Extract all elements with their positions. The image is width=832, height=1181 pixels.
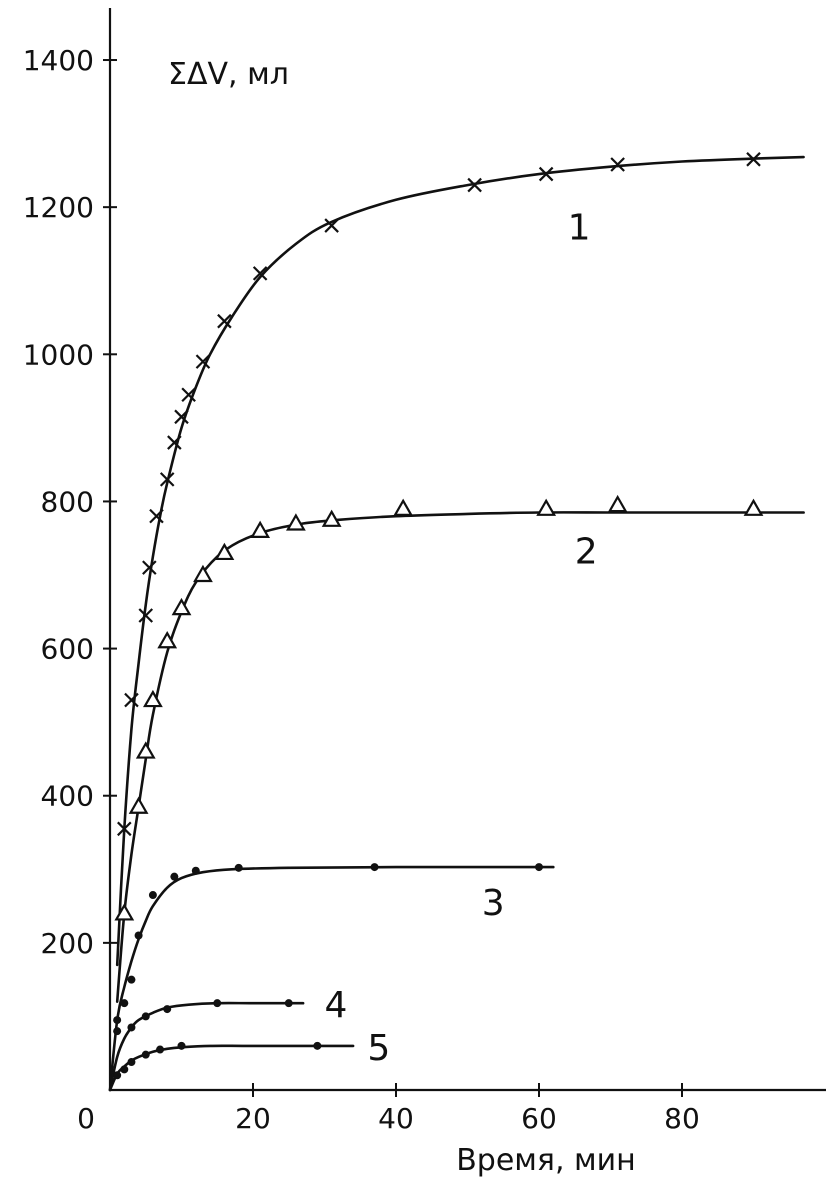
series-1-point (217, 313, 232, 329)
series-3-point (234, 863, 243, 872)
series-layer: 1 2 3 45 (108, 152, 805, 1092)
x-tick-label: 0 (77, 1102, 95, 1135)
series-2-point (157, 631, 178, 649)
y-tick-label: 1200 (23, 191, 94, 224)
y-tick-label: 400 (41, 780, 94, 813)
series-5-point (141, 1050, 150, 1059)
series-5-label: 5 (367, 1028, 390, 1069)
series-3-point (191, 866, 200, 875)
series-5: 5 (108, 1028, 390, 1092)
y-axis-title: ΣΔV, мл (168, 57, 289, 92)
series-3-line (108, 865, 555, 1092)
series-2-point (393, 498, 414, 516)
series-2-point (135, 741, 156, 759)
series-2-point (214, 542, 235, 561)
series-2-point (171, 597, 192, 616)
series-1-point (167, 435, 182, 450)
series-3-point (535, 863, 543, 872)
series-4-point (141, 1012, 150, 1021)
series-5-point (177, 1041, 186, 1050)
series-4-point (113, 1027, 122, 1036)
y-tick-label: 200 (41, 927, 94, 960)
series-5-point (156, 1045, 165, 1054)
series-4-point (127, 1023, 136, 1032)
series-1-point (538, 166, 554, 182)
series-2-label: 2 (575, 532, 598, 573)
series-1: 1 (115, 152, 805, 967)
series-1-point (324, 218, 339, 233)
series-1-point (252, 266, 268, 281)
series-5-point (113, 1071, 122, 1080)
series-3-point (148, 891, 157, 900)
series-1-point (138, 608, 154, 623)
series-3-point (370, 863, 379, 872)
series-2-point (193, 564, 213, 583)
series-1-point (117, 821, 132, 837)
x-tick-label: 40 (378, 1102, 414, 1135)
series-1-line (115, 155, 805, 967)
y-tick-label: 800 (41, 485, 94, 518)
series-2-point (536, 498, 557, 516)
x-tick-label: 60 (521, 1102, 557, 1135)
series-5-point (127, 1058, 136, 1067)
series-1-point (467, 177, 482, 193)
x-tick-label: 80 (664, 1102, 700, 1135)
series-1-point (181, 387, 196, 403)
series-4-line (108, 1001, 305, 1092)
series-2-line (115, 511, 805, 1003)
series-4-point (213, 999, 222, 1008)
axes: 200 400 600 800 1000 1200 1400 0 20 40 60 80 (23, 8, 826, 1135)
series-1-point (149, 508, 164, 524)
x-tick-label: 20 (235, 1102, 271, 1135)
series-1-point (195, 354, 211, 369)
series-5-point (120, 1065, 129, 1074)
series-1-point (174, 409, 189, 425)
series-1-point (124, 692, 139, 708)
series-2-point (321, 509, 342, 527)
series-4-point (284, 999, 293, 1008)
series-1-label: 1 (568, 208, 591, 249)
series-3-point (127, 975, 136, 984)
series-2-point (250, 520, 271, 538)
series-1-point (746, 152, 761, 167)
series-2-point (114, 903, 135, 921)
series-2: 2 (114, 494, 805, 1003)
series-2-point (286, 513, 306, 531)
x-axis-title: Время, мин (456, 1143, 636, 1178)
series-3-point (120, 999, 129, 1008)
series-2-point (607, 494, 628, 513)
series-3-point (113, 1016, 122, 1025)
series-1-point (159, 472, 175, 487)
series-3-point (170, 872, 179, 881)
series-2-point (143, 689, 163, 708)
series-4-point (163, 1005, 172, 1014)
series-4: 4 (108, 985, 348, 1092)
series-3: 3 (108, 863, 555, 1092)
y-tick-label: 1400 (23, 44, 94, 77)
y-tick-label: 1000 (23, 338, 94, 371)
series-2-point (743, 498, 764, 516)
series-2-point (128, 796, 149, 814)
series-3-point (134, 931, 143, 940)
series-1-point (142, 560, 157, 575)
y-tick-label: 600 (41, 633, 94, 666)
series-4-label: 4 (325, 985, 348, 1026)
series-5-point (313, 1041, 322, 1050)
series-3-label: 3 (482, 883, 505, 924)
series-1-point (610, 157, 625, 172)
